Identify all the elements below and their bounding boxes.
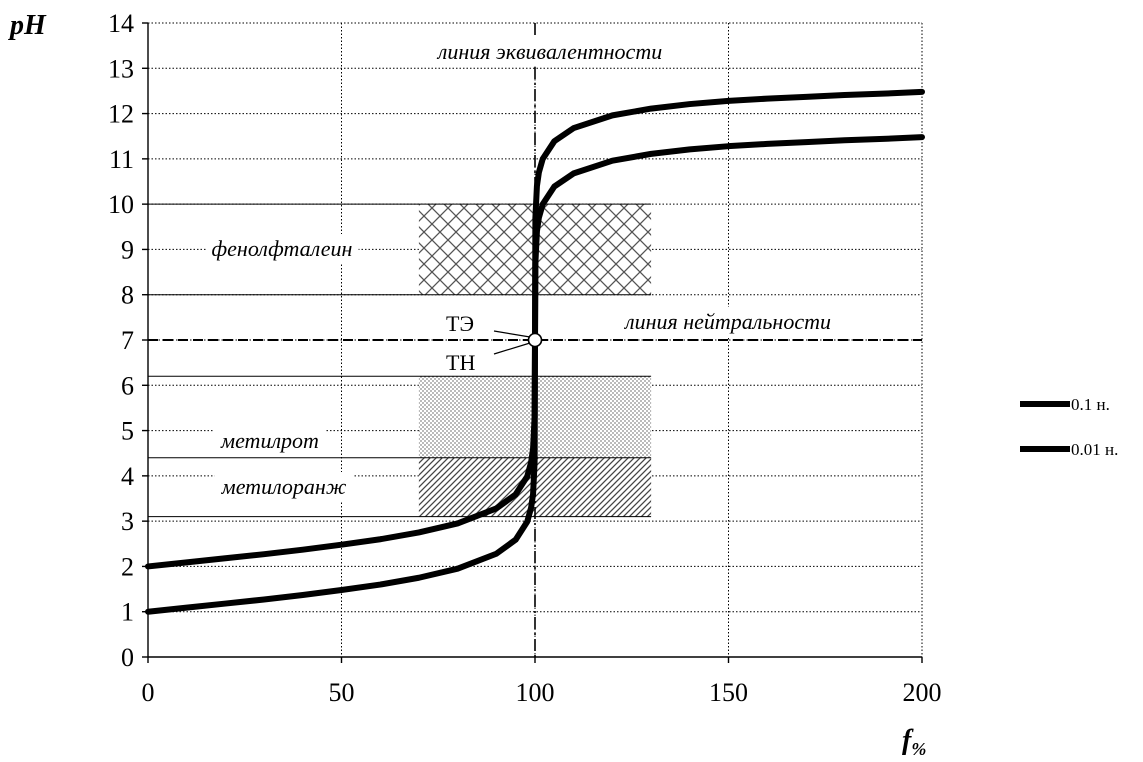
annotations: линия эквивалентности линия нейтральности… — [205, 37, 837, 501]
y-tick-label: 1 — [121, 598, 134, 627]
y-tick-label: 8 — [121, 281, 134, 310]
methyl-red-label: метилрот — [220, 428, 319, 453]
axes — [142, 22, 923, 663]
phenolphthalein-label-bg — [205, 234, 359, 263]
te-label: ТЭ — [446, 311, 474, 336]
equivalence-point-marker — [527, 332, 543, 348]
equivalence-line-label-bg — [429, 37, 669, 66]
legend-label: 0.1 н. — [1071, 395, 1110, 414]
y-tick-label: 4 — [121, 462, 134, 491]
methyl-red-label-bg — [214, 426, 325, 455]
neutrality-line-label-bg — [617, 307, 837, 336]
y-tick-label: 10 — [108, 190, 134, 219]
x-axis-title-subscript: % — [911, 739, 926, 759]
y-tick-label: 3 — [121, 507, 134, 536]
y-axis-title: pH — [8, 10, 47, 41]
methyl-orange-label: метилоранж — [221, 474, 347, 499]
y-tick-label: 11 — [109, 145, 134, 174]
x-axis-title: f% — [902, 725, 926, 759]
y-tick-label: 9 — [121, 235, 134, 264]
legend: 0.1 н. 0.01 н. — [1020, 395, 1118, 459]
y-tick-label: 6 — [121, 371, 134, 400]
y-tick-label: 12 — [108, 100, 134, 129]
y-tick-label: 14 — [108, 9, 134, 38]
x-tick-label: 100 — [516, 678, 555, 707]
tn-label: ТН — [446, 350, 475, 375]
y-tick-label: 7 — [121, 326, 134, 355]
legend-label: 0.01 н. — [1071, 440, 1118, 459]
y-tick-label: 2 — [121, 552, 134, 581]
x-tick-label: 50 — [329, 678, 355, 707]
y-tick-label: 5 — [121, 417, 134, 446]
te-leader-line — [493, 330, 531, 338]
equivalence-point-group: ТЭ ТН — [446, 311, 543, 375]
y-tick-label: 0 — [121, 643, 134, 672]
methyl-orange-label-bg — [214, 472, 353, 501]
phenolphthalein-label: фенолфталеин — [212, 236, 353, 261]
tn-leader-line — [493, 342, 531, 355]
y-tick-label: 13 — [108, 54, 134, 83]
x-tick-label: 0 — [142, 678, 155, 707]
x-tick-label: 200 — [903, 678, 942, 707]
x-tick-label: 150 — [709, 678, 748, 707]
equivalence-line-label: линия эквивалентности — [436, 39, 662, 64]
neutrality-line-label: линия нейтральности — [623, 309, 831, 334]
